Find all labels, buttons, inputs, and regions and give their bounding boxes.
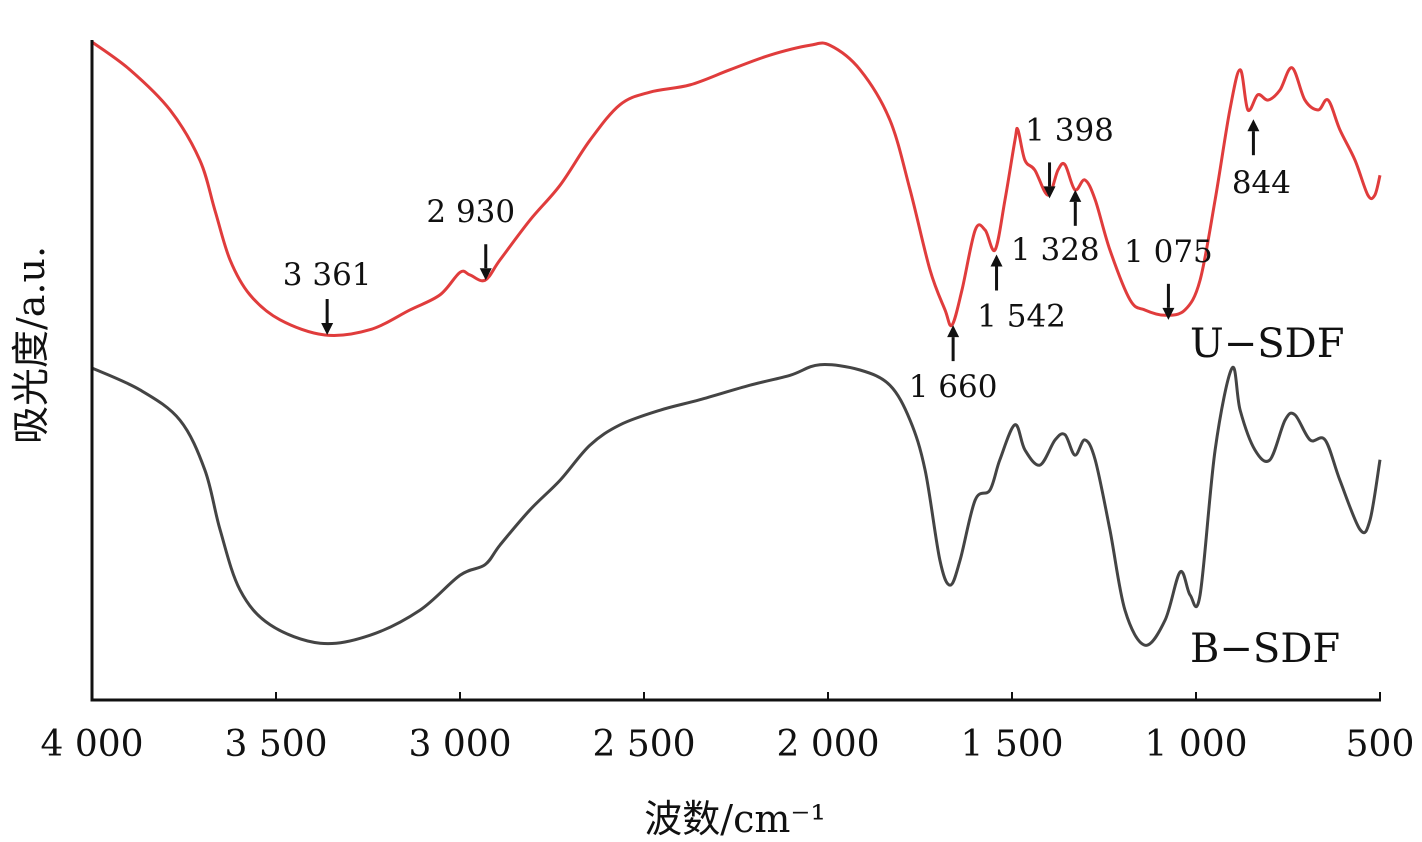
y-axis-label: 吸光度/a.u.	[9, 246, 53, 444]
series-layer	[91, 40, 1382, 647]
annotation-1328: 1 328	[1011, 189, 1100, 268]
annotation-arrow-head-icon	[1043, 186, 1056, 199]
series-line-usdf	[91, 40, 1382, 337]
x-tick-label: 2 000	[776, 724, 879, 765]
annotation-arrow-head-icon	[1162, 307, 1175, 320]
annotation-arrow-head-icon	[947, 325, 960, 338]
annotation-1398: 1 398	[1025, 112, 1114, 199]
annotation-1660: 1 660	[909, 325, 998, 405]
annotation-label: 1 660	[909, 369, 998, 405]
annotation-label: 3 361	[283, 257, 372, 293]
series-label-u-sdf: U−SDF	[1190, 321, 1344, 367]
annotation-arrow-head-icon	[1247, 119, 1260, 132]
annotation-label: 2 930	[426, 194, 515, 230]
x-tick-label: 1 500	[960, 724, 1063, 765]
x-tick-label: 4 000	[40, 724, 143, 765]
x-tick-label: 2 500	[592, 724, 695, 765]
annotation-1075: 1 075	[1124, 234, 1213, 320]
series-label-b-sdf: B−SDF	[1190, 626, 1340, 672]
annotation-arrow-head-icon	[1069, 189, 1082, 202]
x-tick-label: 500	[1346, 724, 1415, 765]
x-tick-label: 1 000	[1144, 724, 1247, 765]
annotation-label: 1 328	[1011, 232, 1100, 268]
annotation-label: 1 542	[977, 299, 1066, 335]
x-axis-label: 波数/cm⁻¹	[644, 797, 825, 841]
annotation-label: 844	[1232, 165, 1291, 201]
annotation-844: 844	[1232, 119, 1291, 201]
annotation-layer: 3 361 2 930 1 660 1 542 1 398 1 328 1 075 844	[283, 112, 1291, 405]
x-tick-layer: 4 000 3 500 3 000 2 500 2 000 1 500 1 000 500	[40, 692, 1414, 765]
annotation-3361: 3 361	[283, 257, 372, 336]
annotation-label: 1 075	[1124, 234, 1213, 270]
annotation-2930: 2 930	[426, 194, 515, 281]
series-line-bsdf	[91, 363, 1382, 647]
annotation-1542: 1 542	[977, 254, 1066, 335]
annotation-arrow-head-icon	[990, 254, 1003, 267]
annotation-arrow-head-icon	[479, 268, 492, 281]
annotation-label: 1 398	[1025, 112, 1114, 148]
x-tick-label: 3 000	[408, 724, 511, 765]
x-tick-label: 3 500	[224, 724, 327, 765]
annotation-arrow-head-icon	[321, 323, 334, 336]
